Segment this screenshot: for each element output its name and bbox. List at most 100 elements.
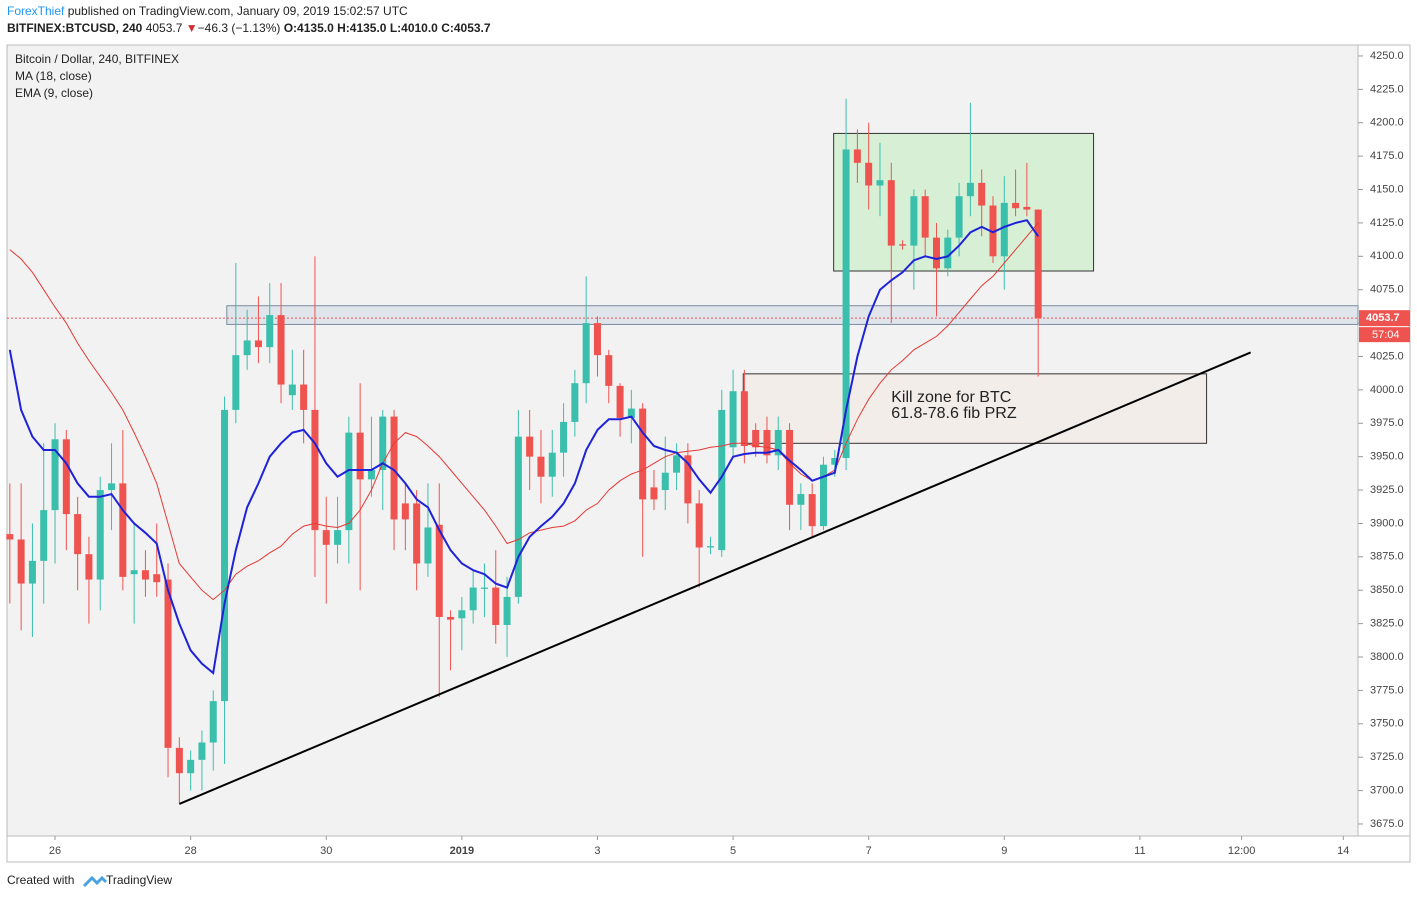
legend-ema: EMA (9, close) bbox=[15, 86, 93, 100]
candle-body bbox=[96, 490, 104, 580]
candle-body bbox=[944, 237, 952, 269]
y-tick-label: 3775.0 bbox=[1370, 684, 1404, 696]
author[interactable]: ForexThief bbox=[7, 4, 65, 18]
annotation: 61.8-78.6 fib PRZ bbox=[891, 405, 1017, 422]
candle-body bbox=[537, 456, 545, 477]
candle-body bbox=[526, 436, 534, 457]
candle-body bbox=[390, 416, 398, 520]
candle-body bbox=[119, 483, 127, 577]
candle-body bbox=[865, 162, 873, 186]
candle-body bbox=[401, 503, 409, 520]
l: L:4010.0 bbox=[390, 21, 438, 35]
candle-body bbox=[582, 323, 590, 384]
candle-body bbox=[62, 439, 70, 515]
candle-body bbox=[752, 429, 760, 448]
annotation: Kill zone for BTC bbox=[891, 389, 1011, 406]
candle-body bbox=[740, 391, 748, 446]
last-price-label: 4053.7 bbox=[1366, 312, 1400, 324]
candle-body bbox=[503, 596, 511, 625]
candle-body bbox=[616, 385, 624, 418]
candle-body bbox=[899, 244, 907, 246]
candle-body bbox=[819, 464, 827, 527]
candle-body bbox=[85, 554, 93, 580]
x-tick-label: 2019 bbox=[450, 845, 474, 857]
candle-body bbox=[548, 452, 556, 477]
candle-body bbox=[571, 383, 579, 422]
indicator-line bbox=[8, 219, 1040, 675]
candle-body bbox=[1034, 209, 1042, 319]
candle-body bbox=[684, 455, 692, 504]
y-tick-label: 4150.0 bbox=[1370, 183, 1404, 195]
candle-body bbox=[254, 340, 262, 348]
y-tick-label: 4225.0 bbox=[1370, 83, 1404, 95]
x-tick-label: 30 bbox=[320, 845, 332, 857]
price-axis bbox=[1357, 44, 1411, 837]
candle-body bbox=[345, 432, 353, 531]
candle-body bbox=[379, 416, 387, 471]
candle-body bbox=[424, 527, 432, 564]
x-tick-label: 28 bbox=[185, 845, 197, 857]
y-tick-label: 3800.0 bbox=[1370, 651, 1404, 663]
arrow: ▼ bbox=[186, 21, 198, 35]
candle-body bbox=[605, 355, 613, 386]
candle-body bbox=[921, 196, 929, 238]
candle-body bbox=[989, 205, 997, 257]
candle-body bbox=[729, 391, 737, 448]
candle-body bbox=[17, 539, 25, 584]
footer-created: Created with bbox=[7, 873, 74, 887]
y-tick-label: 4000.0 bbox=[1370, 384, 1404, 396]
candle-body bbox=[187, 759, 195, 774]
candle-body bbox=[831, 457, 839, 465]
candle-body bbox=[593, 323, 601, 356]
candle-body bbox=[469, 587, 477, 611]
candle-body bbox=[480, 587, 488, 589]
indicator-line bbox=[9, 222, 1039, 601]
y-tick-label: 3950.0 bbox=[1370, 451, 1404, 463]
candle-body bbox=[661, 472, 669, 491]
o: O:4135.0 bbox=[284, 21, 334, 35]
candle-body bbox=[300, 384, 308, 410]
candle-body bbox=[695, 503, 703, 548]
symbol: BITFINEX:BTCUSD, 240 bbox=[7, 21, 143, 35]
candle-body bbox=[334, 530, 342, 545]
candle-body bbox=[28, 560, 36, 584]
candle-body bbox=[458, 610, 466, 619]
candle-body bbox=[627, 408, 635, 418]
candle-body bbox=[797, 494, 805, 505]
candle-body bbox=[288, 384, 296, 396]
x-tick-label: 26 bbox=[49, 845, 61, 857]
candle-body bbox=[447, 616, 455, 620]
candle-body bbox=[141, 570, 149, 580]
candle-body bbox=[108, 483, 116, 491]
last-price-tag bbox=[1359, 310, 1410, 327]
candle-body bbox=[413, 503, 421, 564]
candle-body bbox=[876, 180, 884, 186]
chart-title: Bitcoin / Dollar, 240, BITFINEX bbox=[15, 52, 179, 66]
footer-brand[interactable]: TradingView bbox=[106, 873, 172, 887]
y-tick-label: 4025.0 bbox=[1370, 350, 1404, 362]
candle-body bbox=[232, 355, 240, 410]
candle-body bbox=[786, 429, 794, 505]
candle-body bbox=[763, 429, 771, 456]
candle-body bbox=[514, 436, 522, 597]
candle-body bbox=[1000, 202, 1008, 257]
candle-body bbox=[74, 514, 82, 555]
candle-body bbox=[887, 180, 895, 246]
candle-body bbox=[673, 455, 681, 473]
y-tick-label: 3925.0 bbox=[1370, 484, 1404, 496]
header-line-1: ForexThief published on TradingView.com,… bbox=[7, 4, 408, 18]
candle-body bbox=[164, 579, 172, 748]
y-tick-label: 3875.0 bbox=[1370, 551, 1404, 563]
candle-body bbox=[966, 182, 974, 197]
candle-body bbox=[40, 510, 48, 561]
candle-body bbox=[175, 747, 183, 774]
x-tick-label: 11 bbox=[1134, 845, 1145, 857]
h: H:4135.0 bbox=[337, 21, 387, 35]
candle-body bbox=[932, 237, 940, 269]
candle-body bbox=[356, 432, 364, 480]
candle-body bbox=[706, 546, 714, 548]
last: 4053.7 bbox=[146, 21, 183, 35]
c: C:4053.7 bbox=[441, 21, 491, 35]
